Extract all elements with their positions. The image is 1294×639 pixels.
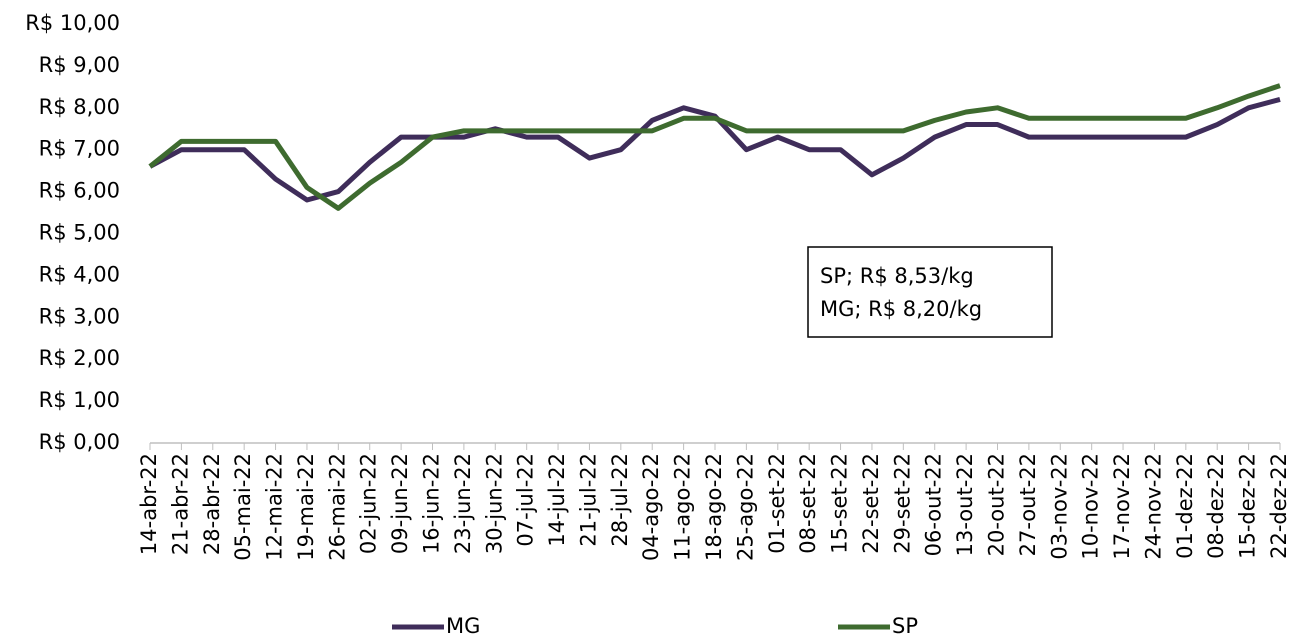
x-tick-label: 03-nov-22 <box>1047 453 1071 560</box>
x-tick-label: 24-nov-22 <box>1141 453 1165 560</box>
y-tick-label: R$ 4,00 <box>39 262 120 286</box>
x-tick-label: 06-out-22 <box>922 453 946 556</box>
x-tick-label: 16-jun-22 <box>420 453 444 554</box>
x-tick-label: 22-set-22 <box>859 453 883 554</box>
x-tick-label: 09-jun-22 <box>388 453 412 554</box>
x-tick-label: 25-ago-22 <box>733 453 757 561</box>
x-tick-label: 04-ago-22 <box>639 453 663 561</box>
y-tick-label: R$ 9,00 <box>39 53 120 77</box>
x-tick-label: 29-set-22 <box>890 453 914 554</box>
x-tick-label: 01-dez-22 <box>1173 453 1197 559</box>
x-tick-label: 23-jun-22 <box>451 453 475 554</box>
x-tick-label: 08-dez-22 <box>1204 453 1228 559</box>
x-tick-label: 14-jul-22 <box>545 453 569 547</box>
y-tick-label: R$ 6,00 <box>39 179 120 203</box>
y-tick-label: R$ 5,00 <box>39 221 120 245</box>
annotation: MG; R$ 8,20/kg <box>820 297 982 321</box>
x-tick-label: 11-ago-22 <box>671 453 695 561</box>
x-tick-label: 21-abr-22 <box>168 453 192 555</box>
y-tick-label: R$ 1,00 <box>39 388 120 412</box>
series-line <box>148 97 1281 203</box>
x-tick-label: 07-jul-22 <box>514 453 538 547</box>
y-tick-label: R$ 2,00 <box>39 346 120 370</box>
x-tick-label: 19-mai-22 <box>294 453 318 561</box>
x-tick-label: 21-jul-22 <box>576 453 600 547</box>
y-tick-label: R$ 3,00 <box>39 304 120 328</box>
x-tick-label: 20-out-22 <box>985 453 1009 556</box>
x-tick-label: 13-out-22 <box>953 453 977 556</box>
x-tick-label: 27-out-22 <box>1016 453 1040 556</box>
x-tick-label: 26-mai-22 <box>325 453 349 561</box>
annotation-box <box>807 246 1053 338</box>
legend-label: MG <box>446 614 480 638</box>
legend-label: SP <box>892 614 918 638</box>
x-tick-label: 01-set-22 <box>765 453 789 554</box>
x-tick-label: 22-dez-22 <box>1267 453 1291 559</box>
y-tick-label: R$ 10,00 <box>25 11 120 35</box>
x-tick-label: 14-abr-22 <box>137 453 161 555</box>
x-tick-label: 02-jun-22 <box>357 453 381 554</box>
x-tick-label: 10-nov-22 <box>1079 453 1103 560</box>
y-tick-label: R$ 7,00 <box>39 137 120 161</box>
series-line <box>148 83 1281 211</box>
y-tick-label: R$ 0,00 <box>39 430 120 454</box>
x-tick-label: 15-dez-22 <box>1236 453 1260 559</box>
x-tick-label: 15-set-22 <box>828 453 852 554</box>
x-tick-label: 30-jun-22 <box>482 453 506 554</box>
x-tick-label: 08-set-22 <box>796 453 820 554</box>
annotation: SP; R$ 8,53/kg <box>820 264 974 288</box>
x-tick-label: 17-nov-22 <box>1110 453 1134 560</box>
x-tick-label: 12-mai-22 <box>263 453 287 561</box>
x-tick-label: 28-jul-22 <box>608 453 632 547</box>
x-tick-label: 18-ago-22 <box>702 453 726 561</box>
x-tick-label: 05-mai-22 <box>231 453 255 561</box>
x-tick-label: 28-abr-22 <box>200 453 224 555</box>
y-tick-label: R$ 8,00 <box>39 95 120 119</box>
